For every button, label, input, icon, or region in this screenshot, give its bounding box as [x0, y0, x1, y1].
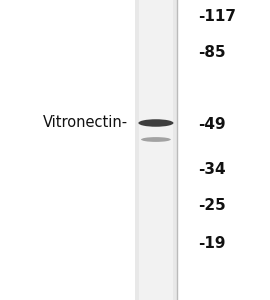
Ellipse shape	[139, 119, 174, 127]
Text: Vitronectin-: Vitronectin-	[43, 116, 128, 130]
Text: -117: -117	[198, 9, 237, 24]
Text: -25: -25	[198, 198, 226, 213]
Text: -85: -85	[198, 45, 226, 60]
Text: -34: -34	[198, 162, 226, 177]
Ellipse shape	[141, 137, 171, 142]
Text: -49: -49	[198, 117, 226, 132]
Bar	[139, 0, 173, 300]
Text: -19: -19	[198, 236, 226, 250]
Bar	[135, 0, 177, 300]
